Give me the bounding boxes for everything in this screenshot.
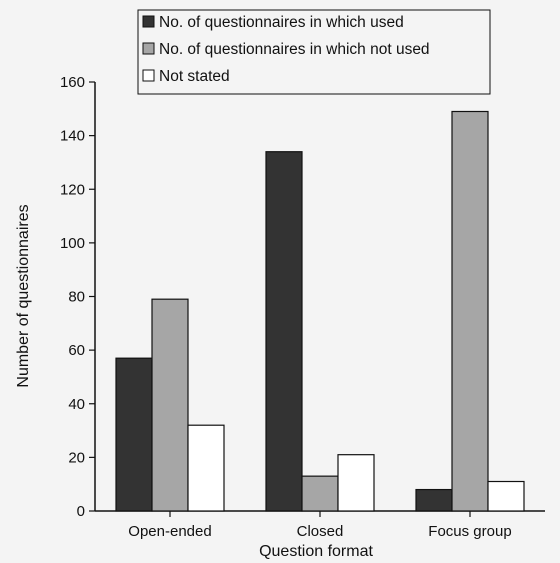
- bar: [187, 424, 225, 512]
- bar: [415, 488, 453, 512]
- legend-label: No. of questionnaires in which not used: [159, 41, 430, 58]
- y-tick-label: 160: [60, 74, 85, 91]
- bar: [265, 151, 303, 512]
- x-tick-label: Closed: [297, 523, 344, 540]
- bars: [115, 110, 525, 512]
- bar: [151, 298, 189, 512]
- bar: [301, 475, 339, 512]
- y-tick-label: 100: [60, 235, 85, 252]
- legend-box: [137, 9, 491, 95]
- bar: [115, 357, 153, 512]
- bar: [337, 454, 375, 512]
- legend-swatch: [142, 69, 155, 82]
- y-axis-title: Number of questionnaires: [15, 204, 32, 387]
- y-tick-label: 80: [68, 289, 85, 306]
- x-tick-label: Open-ended: [128, 523, 211, 540]
- legend-swatch: [142, 15, 155, 28]
- x-tick-label: Focus group: [428, 523, 511, 540]
- y-tick-label: 20: [68, 449, 85, 466]
- y-tick-label: 60: [68, 342, 85, 359]
- y-tick-label: 120: [60, 181, 85, 198]
- x-ticks: Open-ended Closed Focus group: [128, 511, 512, 540]
- legend-swatch: [142, 42, 155, 55]
- legend-label: Not stated: [159, 68, 230, 85]
- legend-label: No. of questionnaires in which used: [159, 14, 404, 31]
- bar: [487, 480, 525, 512]
- legend: No. of questionnaires in which used No. o…: [137, 9, 491, 95]
- y-tick-label: 40: [68, 396, 85, 413]
- y-tick-label: 0: [77, 503, 85, 520]
- x-axis-title: Question format: [259, 543, 373, 560]
- y-ticks: 0 20 40 60 80 100 120 140 160: [60, 74, 95, 520]
- y-tick-label: 140: [60, 128, 85, 145]
- bar: [451, 110, 489, 512]
